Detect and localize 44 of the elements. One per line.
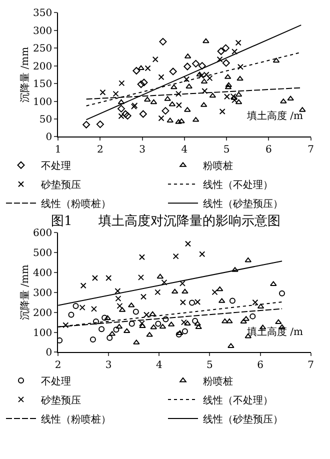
y-tick-label: 0 xyxy=(46,348,52,359)
x-tick-label: 7 xyxy=(308,144,314,156)
y-tick-label: 200 xyxy=(32,61,52,72)
y-tick-label: 350 xyxy=(32,8,52,20)
legend-label: 不处理 xyxy=(41,375,71,388)
x-tick-label: 1 xyxy=(54,144,62,156)
y-tick-label: 600 xyxy=(32,228,52,240)
y-tick-label: 400 xyxy=(32,268,52,279)
legend-label: 粉喷桩 xyxy=(203,375,233,388)
x-axis-title: 填土高度 /m xyxy=(246,110,304,122)
x-tick-label: 4 xyxy=(181,144,188,156)
x-tick-label: 2 xyxy=(54,360,62,372)
y-tick-label: 300 xyxy=(32,288,52,299)
legend-label: 不处理 xyxy=(41,160,71,172)
y-tick-label: 500 xyxy=(32,248,52,260)
x-tick-label: 5 xyxy=(206,360,213,372)
legend-label: 砂垫预压 xyxy=(40,179,81,192)
legend-label: 线性（不处理） xyxy=(203,179,273,192)
legend-label: 线性（粉喷桩） xyxy=(41,198,111,210)
caption: 图1 填土高度对沉降量的影响示意图 xyxy=(51,213,280,229)
legend-label: 粉喷桩 xyxy=(203,160,233,172)
y-tick-label: 250 xyxy=(32,44,52,55)
y-tick-label: 50 xyxy=(39,114,52,126)
legend-label: 线性（砂垫预压） xyxy=(203,413,283,426)
y-axis-title: 沉降量 /mm xyxy=(18,264,31,320)
x-tick-label: 6 xyxy=(257,360,264,372)
y-tick-label: 150 xyxy=(32,79,52,90)
legend-label: 线性（砂垫预压） xyxy=(203,198,283,210)
y-tick-label: 0 xyxy=(46,132,52,144)
legend-label: 线性（粉喷桩） xyxy=(41,413,111,426)
x-tick-label: 3 xyxy=(105,360,112,372)
legend-label: 线性（不处理） xyxy=(203,394,273,406)
x-tick-label: 2 xyxy=(97,144,104,156)
x-tick-label: 4 xyxy=(156,360,162,372)
y-tick-label: 300 xyxy=(32,26,52,37)
y-tick-label: 100 xyxy=(32,96,52,108)
x-tick-label: 3 xyxy=(139,144,146,156)
y-axis-title: 沉降量 /mm xyxy=(18,46,31,102)
y-tick-label: 100 xyxy=(32,328,52,339)
legend-label: 砂垫预压 xyxy=(40,394,81,406)
y-tick-label: 200 xyxy=(32,308,52,319)
x-tick-label: 5 xyxy=(223,144,230,156)
x-tick-label: 6 xyxy=(265,144,272,156)
x-tick-label: 7 xyxy=(308,360,314,372)
